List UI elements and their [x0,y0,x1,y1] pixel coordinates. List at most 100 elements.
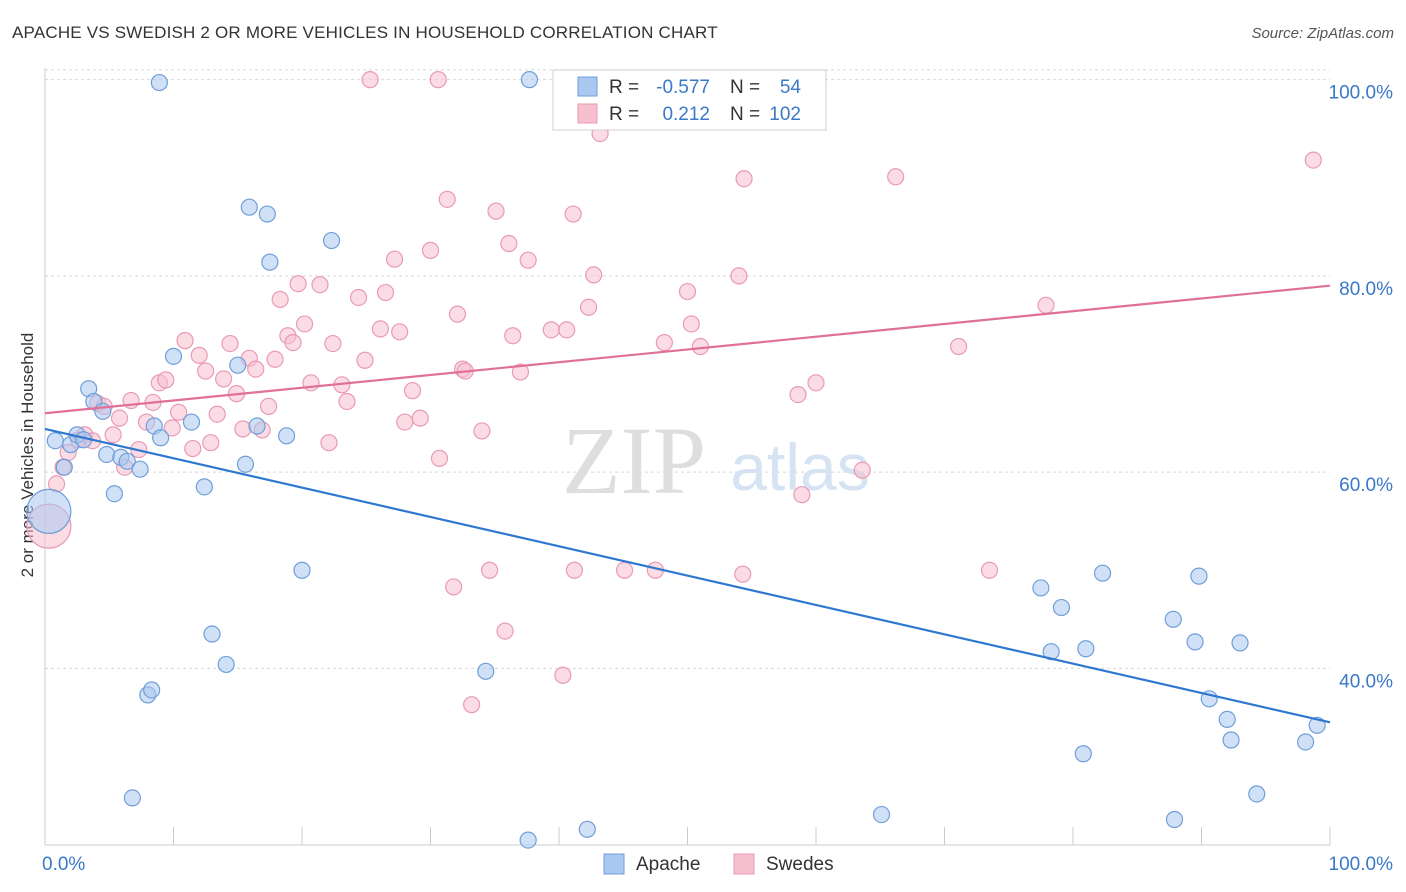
swedes-points [26,71,1322,714]
swedes-point [320,434,338,452]
apache-point [277,427,296,445]
apache-point [1248,785,1266,803]
apache-point [1077,640,1095,658]
swedes-point [554,666,572,684]
apache-point [123,789,141,807]
swedes-point [735,170,753,188]
swedes-point [403,382,422,400]
apache-point [1190,567,1208,585]
swedes-point [558,321,576,339]
swedes-point [190,346,208,364]
apache-point [519,831,537,849]
swedes-point [542,321,560,339]
swedes-point [396,413,414,431]
apache-point [203,625,221,643]
swedes-point [391,323,409,341]
swedes-point [176,332,194,350]
apache-point [1074,745,1092,763]
swedes-point [511,363,530,381]
apache-point [182,413,201,431]
swedes-point [271,290,289,309]
swedes-point [682,315,700,333]
apache-point [1164,610,1182,628]
swedes-point [338,392,356,411]
apache-point [872,805,891,824]
swedes-point [284,334,302,352]
apache-point [477,662,495,680]
swedes-point [429,71,447,89]
swedes-point [853,461,871,479]
apache-point [46,432,64,450]
swedes-point [215,370,233,388]
swedes-swatch [577,103,598,124]
swedes-point [655,334,673,352]
swedes-point [448,305,467,323]
swedes-point [221,334,239,353]
apache-point [578,820,596,838]
apache-point [236,455,255,473]
swedes-point [678,282,697,301]
swedes-point [463,696,481,714]
swedes-point [793,486,811,504]
apache-swatch [577,76,598,97]
apache-point [217,655,235,674]
apache-point [1296,733,1315,751]
swedes-point [376,283,395,302]
swedes-n-label: N = [730,104,760,125]
apache-point [94,402,112,420]
swedes-point [421,241,440,259]
swedes-point [104,426,122,444]
apache-point [118,452,136,470]
swedes-point [730,267,748,285]
watermark: ZIP atlas [562,407,870,514]
swedes-point [1304,151,1322,169]
y-tick-label: 40.0% [1339,671,1393,692]
y-tick-label: 100.0% [1329,83,1394,104]
apache-r-label: R = [609,77,639,98]
apache-point [98,445,116,464]
apache-point [520,71,539,89]
trend-lines [44,284,1331,724]
swedes-point [356,351,374,369]
apache-point [152,429,170,447]
apache-point [26,488,72,534]
apache-n-value: 54 [780,77,802,98]
swedes-r-value: 0.212 [662,104,710,125]
legend-apache-label: Apache [636,854,700,875]
y-tick-label: 80.0% [1339,279,1393,300]
apache-point [1218,710,1236,729]
swedes-point [163,419,181,437]
swedes-point [110,409,129,427]
apache-point [258,205,276,223]
y-tick-labels: 40.0% 60.0% 80.0% 100.0% [1329,83,1394,693]
x-tick-labels: 0.0% 100.0% [42,854,1393,875]
swedes-point [1037,296,1055,314]
swedes-point [157,371,175,389]
x-tick-label: 100.0% [1329,854,1394,875]
y-tick-label: 60.0% [1339,475,1393,496]
apache-point [248,417,266,435]
swedes-point [887,168,905,186]
swedes-point [504,327,522,345]
swedes-point [266,350,284,368]
swedes-point [259,397,278,415]
apache-point [1222,731,1240,749]
apache-point [1231,634,1249,652]
swedes-point [289,275,307,293]
swedes-point [473,422,491,440]
x-tick-label: 0.0% [42,854,85,875]
apache-point [143,681,161,699]
swedes-point [349,288,368,307]
apache-point [164,347,183,365]
swedes-point [481,561,499,579]
swedes-point [371,320,389,338]
apache-point [1093,564,1112,582]
apache-trend-line [44,427,1331,724]
apache-point [1032,579,1050,597]
apache-point [105,485,123,503]
apache-point [55,458,73,476]
swedes-point [445,578,463,596]
swedes-point [500,234,518,253]
swedes-point [361,71,379,89]
